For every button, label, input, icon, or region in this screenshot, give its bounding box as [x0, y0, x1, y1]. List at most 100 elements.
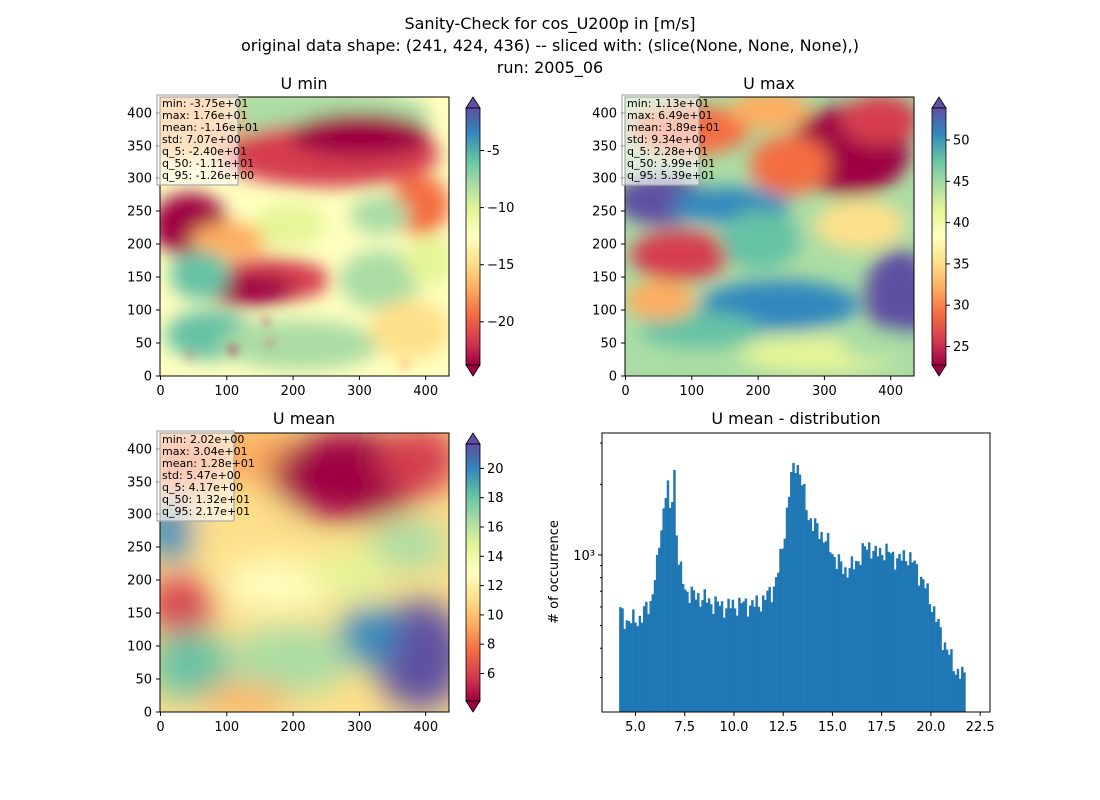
histogram-bar: [868, 542, 871, 712]
colorbar-ticks: -5 −10 −15 −20: [480, 144, 514, 330]
histogram-bar: [941, 650, 945, 712]
histogram-bar: [798, 474, 802, 712]
histogram-bar: [701, 600, 704, 712]
colorbar-tick-label: −20: [487, 315, 514, 330]
histogram-bar: [906, 565, 910, 712]
y-ticks: 0 50 100 150 200 250 300 350 400: [592, 107, 625, 385]
x-tick-label: 0: [621, 384, 629, 399]
stat-q50: q_50: 3.99e+01: [627, 157, 715, 170]
stat-q5: q_5: 4.17e+00: [162, 481, 243, 494]
panel-title: U mean - distribution: [711, 409, 880, 428]
histogram-bar: [764, 599, 767, 712]
histogram-bar: [852, 569, 856, 712]
x-tick-label: 300: [347, 384, 372, 399]
histogram-bar: [833, 556, 836, 712]
colorbar-extend-bottom: [931, 364, 947, 377]
histogram-bar: [723, 617, 726, 712]
histogram-bar: [658, 547, 661, 712]
histogram-bar: [870, 558, 873, 712]
colorbar-extend-top: [465, 432, 481, 445]
histogram-bar: [904, 561, 908, 712]
x-tick-label: 400: [413, 384, 438, 399]
histogram-bar: [699, 606, 702, 712]
histogram-bar: [647, 614, 650, 712]
x-tick-label: 200: [281, 720, 306, 735]
histogram-bar: [809, 518, 813, 712]
histogram-bar: [738, 597, 741, 712]
histogram-bar: [807, 520, 810, 712]
histogram-bar: [796, 465, 800, 712]
histogram-bar: [891, 551, 895, 712]
histogram-bar: [824, 541, 828, 712]
stats-box: min: 1.13e+01 max: 6.49e+01 mean: 3.89e+…: [621, 94, 720, 186]
histogram-bar: [939, 627, 942, 712]
histogram-bar: [846, 577, 849, 712]
colorbar-tick-label: 45: [953, 175, 970, 190]
histogram-bar: [913, 560, 916, 712]
colorbar-tick-label: 14: [487, 550, 504, 565]
histogram-bar: [753, 606, 756, 712]
histogram-bar: [950, 649, 953, 712]
y-tick-label: 0: [144, 706, 152, 721]
colorbar: 6 8 10 12 14 16 18 20: [465, 432, 504, 713]
histogram-bar: [926, 583, 929, 712]
histogram-bar: [958, 678, 962, 712]
histogram-bar: [831, 554, 834, 712]
colorbar-tick-label: −10: [487, 201, 514, 216]
y-tick-label: 300: [592, 172, 617, 187]
histogram-bar: [948, 654, 951, 712]
histogram-bar: [800, 485, 804, 712]
histogram-bar: [872, 550, 875, 712]
histogram-bar: [744, 598, 748, 712]
histogram-bar: [820, 531, 823, 712]
stat-std: std: 7.07e+00: [162, 133, 241, 146]
histogram-bar: [686, 591, 689, 712]
panel-title: U max: [743, 74, 795, 93]
histogram-bar: [675, 535, 678, 712]
histogram-bar: [928, 604, 932, 712]
histogram-bar: [848, 568, 851, 712]
y-tick-label: 100: [592, 304, 617, 319]
histogram-bar: [653, 580, 657, 712]
histogram-bar: [911, 562, 914, 712]
stats-box: min: 2.02e+00 max: 3.04e+01 mean: 1.28e+…: [156, 430, 255, 522]
x-ticks: 5.0 7.5 10.0 12.5 15.0 17.5 20.0 22.5: [625, 712, 995, 735]
colorbar-gradient: [465, 443, 481, 702]
histogram-bar: [673, 469, 676, 712]
histogram-bar: [859, 564, 862, 712]
histogram-bar: [787, 496, 791, 712]
histogram-bar: [945, 649, 949, 712]
histogram-bar: [792, 462, 795, 712]
y-tick-label: 0: [144, 370, 152, 385]
histogram-bar: [746, 616, 750, 712]
histogram-bar: [909, 552, 912, 712]
histogram-bar: [727, 598, 730, 712]
histogram-bar: [954, 674, 958, 712]
x-tick-label: 100: [214, 384, 239, 399]
histogram-bar: [878, 547, 882, 712]
colorbar-tick-label: 40: [953, 216, 970, 231]
figure-title-line-2: original data shape: (241, 424, 436) -- …: [241, 36, 859, 55]
colorbar-tick-label: 6: [487, 667, 495, 682]
histogram-bar: [664, 498, 668, 712]
colorbar-tick-label: 35: [953, 258, 970, 273]
colorbar-tick-label: 8: [487, 638, 495, 653]
colorbar-extend-top: [465, 96, 481, 109]
histogram-bars: [619, 462, 966, 712]
x-tick-label: 5.0: [625, 720, 646, 735]
y-tick-label: 100: [127, 304, 152, 319]
histogram-bar: [794, 472, 797, 712]
histogram-bar: [924, 588, 927, 712]
colorbar-ticks: 25 30 35 40 45 50: [946, 134, 970, 355]
histogram-bar: [822, 542, 826, 712]
histogram-bar: [844, 567, 847, 712]
y-tick-label: 300: [127, 172, 152, 187]
histogram-bar: [917, 585, 921, 712]
histogram-bar: [839, 561, 843, 712]
histogram-bar: [707, 598, 711, 712]
axes-frame: [601, 432, 991, 713]
histogram-bar: [710, 604, 713, 712]
histogram-bar: [690, 586, 694, 712]
stat-min: min: 1.13e+01: [627, 97, 709, 110]
y-tick-label: 250: [592, 205, 617, 220]
